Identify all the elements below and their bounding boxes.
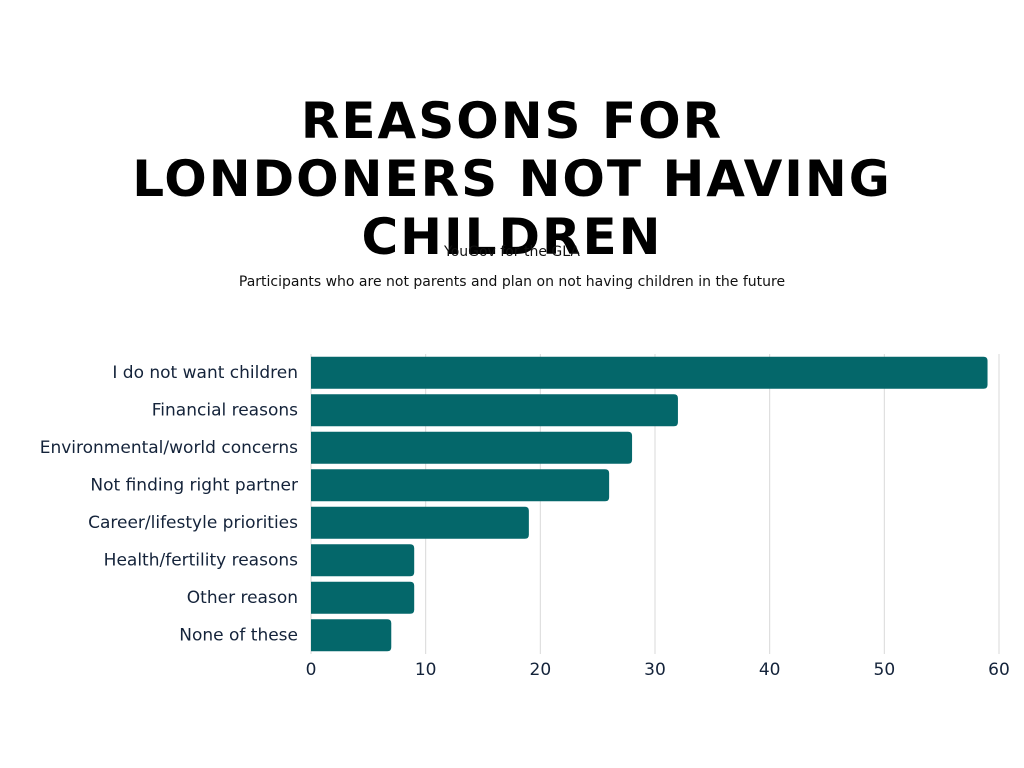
x-tick-label: 60 — [988, 660, 1010, 680]
y-tick-label: I do not want children — [112, 363, 298, 383]
bar — [311, 431, 633, 464]
bar — [311, 356, 988, 389]
chart-subtitle: Participants who are not parents and pla… — [238, 274, 786, 290]
x-tick-label: 50 — [874, 660, 896, 680]
y-tick-label: Career/lifestyle priorities — [88, 513, 298, 533]
bar — [311, 581, 415, 614]
x-tick-label: 10 — [415, 660, 437, 680]
bar — [311, 544, 415, 577]
chart-source: YouGov for the GLA — [444, 244, 580, 260]
bar — [311, 469, 610, 502]
y-tick-label: Financial reasons — [152, 400, 298, 420]
y-tick-label: Other reason — [187, 588, 298, 608]
x-tick-label: 30 — [644, 660, 666, 680]
y-tick-label: Health/fertility reasons — [104, 550, 298, 570]
x-tick-label: 0 — [306, 660, 317, 680]
y-tick-label: None of these — [179, 625, 298, 645]
bar — [311, 506, 529, 539]
x-tick-label: 20 — [530, 660, 552, 680]
y-tick-label: Environmental/world concerns — [40, 438, 298, 458]
chart-title: REASONS FOR LONDONERS NOT HAVING CHILDRE… — [132, 92, 892, 266]
bar — [311, 394, 678, 427]
y-tick-label: Not finding right partner — [90, 475, 298, 495]
x-tick-label: 40 — [759, 660, 781, 680]
bar — [311, 619, 392, 652]
